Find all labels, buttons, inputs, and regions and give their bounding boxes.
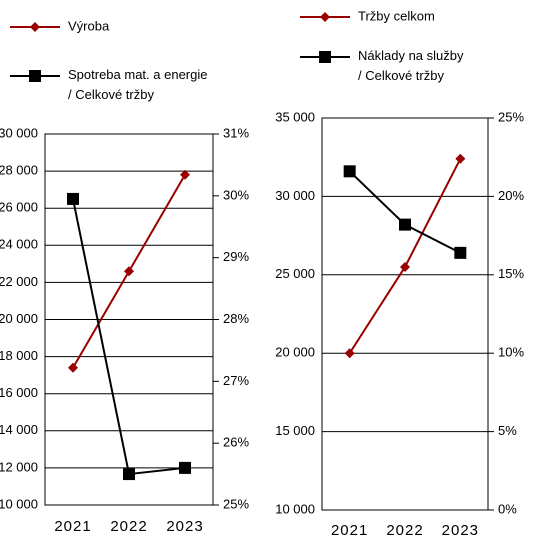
plot-area: [44, 133, 214, 506]
y-tick-label: 28 000: [0, 163, 38, 178]
x-tick-label: 2023: [442, 522, 479, 539]
series-line: [72, 198, 186, 476]
y2-tick-label: 0%: [498, 501, 517, 516]
marker: [319, 51, 331, 63]
y2-tick-label: 10%: [498, 345, 524, 360]
plot-area: [321, 117, 489, 511]
y2-tick-label: 27%: [223, 373, 249, 388]
y-tick-label: 25 000: [275, 266, 315, 281]
y2-tick-label: 30%: [223, 187, 249, 202]
y2-tick-label: 5%: [498, 423, 517, 438]
marker: [320, 12, 330, 22]
marker: [454, 246, 467, 259]
y-tick-label: 15 000: [275, 423, 315, 438]
y2-tick-label: 31%: [223, 125, 249, 140]
marker: [179, 461, 191, 474]
y-tick-label: 16 000: [0, 385, 38, 400]
x-tick-label: 2022: [110, 518, 147, 535]
marker: [124, 266, 134, 277]
y-tick-label: 35 000: [275, 109, 315, 124]
y-tick-label: 18 000: [0, 348, 38, 363]
legend-label: Tržby celkom: [358, 8, 435, 23]
legend-label: Výroba: [68, 18, 110, 33]
x-tick-label: 2022: [386, 522, 423, 539]
marker: [67, 192, 79, 205]
y-tick-label: 10 000: [275, 501, 315, 516]
y-tick-label: 30 000: [0, 125, 38, 140]
legend-label: Náklady na služby / Celkové tržby: [358, 48, 464, 83]
marker: [29, 70, 41, 82]
marker: [455, 153, 466, 164]
marker: [344, 348, 355, 359]
legend-line-text: Spotreba mat. a energie: [68, 67, 207, 82]
y2-tick-label: 29%: [223, 249, 249, 264]
y-tick-label: 20 000: [0, 311, 38, 326]
y2-tick-label: 26%: [223, 435, 249, 450]
x-tick-label: 2021: [54, 518, 91, 535]
legend-label: Spotreba mat. a energie / Celkové tržby: [68, 67, 207, 102]
y-tick-label: 26 000: [0, 200, 38, 215]
y-tick-label: 30 000: [275, 188, 315, 203]
series-line: [348, 170, 461, 254]
marker: [30, 22, 40, 32]
y2-tick-label: 25%: [498, 109, 524, 124]
marker: [123, 468, 135, 481]
x-tick-label: 2021: [331, 522, 368, 539]
y-tick-label: 22 000: [0, 274, 38, 289]
marker: [343, 165, 356, 178]
marker: [400, 261, 410, 272]
y-tick-label: 12 000: [0, 459, 38, 474]
y-tick-label: 10 000: [0, 496, 38, 511]
legend-line-text: Náklady na služby: [358, 48, 464, 63]
legend-line-text: / Celkové tržby: [68, 87, 154, 102]
marker: [180, 169, 190, 180]
y-tick-label: 24 000: [0, 237, 38, 252]
marker: [399, 218, 411, 231]
y2-tick-label: 15%: [498, 266, 524, 281]
y2-tick-label: 20%: [498, 188, 524, 203]
y2-tick-label: 25%: [223, 496, 249, 511]
y2-tick-label: 28%: [223, 311, 249, 326]
marker: [68, 362, 78, 373]
y-tick-label: 14 000: [0, 422, 38, 437]
legend-line-text: / Celkové tržby: [358, 68, 444, 83]
x-tick-label: 2023: [166, 518, 203, 535]
y-tick-label: 20 000: [275, 345, 315, 360]
